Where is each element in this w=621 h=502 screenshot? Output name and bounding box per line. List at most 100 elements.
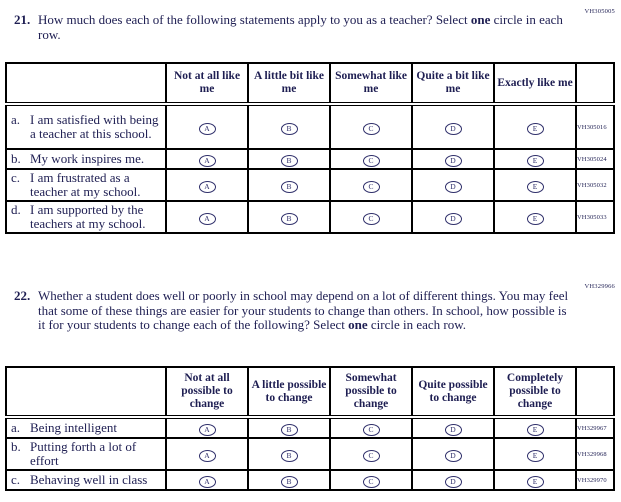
q22-header-quite-possible: Quite possible to change <box>411 366 495 419</box>
q21-row-b: b. My work inspires me. A B C D E VH30502… <box>5 148 615 170</box>
bubble-d[interactable]: D <box>444 123 462 135</box>
row-label: b. Putting forth a lot of effort <box>5 437 167 471</box>
variable-code: VH305032 <box>575 168 615 202</box>
q22-header-code-cell <box>575 366 615 419</box>
q21-header-code-cell <box>575 62 615 106</box>
bubble-a[interactable]: A <box>198 155 216 167</box>
row-statement: Being intelligent <box>30 420 118 435</box>
bubble-d[interactable]: D <box>444 155 462 167</box>
q21-header-exactly: Exactly like me <box>493 62 577 106</box>
q22-corner-cell <box>5 366 167 419</box>
row-letter: d. <box>11 202 21 217</box>
question-21-bold-word: one <box>470 12 491 27</box>
question-22-bold-word: one <box>348 317 368 332</box>
q22-header-a-little-possible: A little possible to change <box>247 366 331 419</box>
row-letter: b. <box>11 439 21 454</box>
row-letter: a. <box>11 112 21 127</box>
q21-header-not-at-all: Not at all like me <box>165 62 249 106</box>
bubble-a[interactable]: A <box>198 476 216 488</box>
question-21-accession-code: VH305005 <box>584 8 615 15</box>
bubble-b[interactable]: B <box>280 123 298 135</box>
question-22-text: Whether a student does well or poorly in… <box>38 288 574 333</box>
row-statement: Putting forth a lot of effort <box>30 439 137 468</box>
bubble-a[interactable]: A <box>198 424 216 436</box>
q21-header-somewhat: Somewhat like me <box>329 62 413 106</box>
row-label: b. My work inspires me. <box>5 148 167 170</box>
variable-code: VH305016 <box>575 103 615 150</box>
q21-header-row: Not at all like me A little bit like me … <box>5 62 615 106</box>
bubble-e[interactable]: E <box>526 424 544 436</box>
row-label: d. I am supported by the teachers at my s… <box>5 200 167 234</box>
bubble-d[interactable]: D <box>444 476 462 488</box>
bubble-e[interactable]: E <box>526 476 544 488</box>
q21-corner-cell <box>5 62 167 106</box>
row-letter: b. <box>11 151 21 166</box>
bubble-c[interactable]: C <box>362 424 380 436</box>
q21-row-d: d. I am supported by the teachers at my s… <box>5 200 615 234</box>
question-21-text-after: circle in each row. <box>38 12 563 42</box>
row-statement: I am supported by the teachers at my sch… <box>30 202 146 231</box>
question-22-text-after: circle in each row. <box>367 317 467 332</box>
bubble-e[interactable]: E <box>526 155 544 167</box>
bubble-a[interactable]: A <box>198 181 216 193</box>
bubble-b[interactable]: B <box>280 213 298 225</box>
question-21-text-before: How much does each of the following stat… <box>38 12 471 27</box>
q21-row-c: c. I am frustrated as a teacher at my sch… <box>5 168 615 202</box>
question-22-table: Not at all possible to change A little p… <box>5 366 615 491</box>
bubble-b[interactable]: B <box>280 476 298 488</box>
bubble-d[interactable]: D <box>444 181 462 193</box>
bubble-c[interactable]: C <box>362 213 380 225</box>
bubble-c[interactable]: C <box>362 181 380 193</box>
row-statement: Behaving well in class <box>30 472 148 487</box>
bubble-b[interactable]: B <box>280 424 298 436</box>
row-letter: c. <box>11 472 21 487</box>
variable-code: VH305024 <box>575 148 615 170</box>
question-22-text-before: Whether a student does well or poorly in… <box>38 288 569 332</box>
row-label: a. Being intelligent <box>5 416 167 439</box>
bubble-d[interactable]: D <box>444 424 462 436</box>
bubble-a[interactable]: A <box>198 213 216 225</box>
q22-header-completely-possible: Completely possible to change <box>493 366 577 419</box>
row-label: a. I am satisfied with being a teacher at… <box>5 103 167 150</box>
q21-header-quite-a-bit: Quite a bit like me <box>411 62 495 106</box>
bubble-a[interactable]: A <box>198 450 216 462</box>
bubble-c[interactable]: C <box>362 155 380 167</box>
q21-row-a: a. I am satisfied with being a teacher at… <box>5 103 615 150</box>
q22-row-b: b. Putting forth a lot of effort A B C D … <box>5 437 615 471</box>
row-label: c. I am frustrated as a teacher at my sch… <box>5 168 167 202</box>
row-statement: My work inspires me. <box>30 151 145 166</box>
bubble-d[interactable]: D <box>444 450 462 462</box>
row-statement: I am satisfied with being a teacher at t… <box>30 112 159 141</box>
bubble-c[interactable]: C <box>362 123 380 135</box>
bubble-b[interactable]: B <box>280 450 298 462</box>
variable-code: VH329968 <box>575 437 615 471</box>
question-22: 22. Whether a student does well or poorl… <box>14 288 574 333</box>
row-label: c. Behaving well in class <box>5 469 167 491</box>
bubble-e[interactable]: E <box>526 450 544 462</box>
row-letter: c. <box>11 170 21 185</box>
bubble-d[interactable]: D <box>444 213 462 225</box>
question-21-number: 21. <box>14 12 31 27</box>
question-21-table: Not at all like me A little bit like me … <box>5 62 615 234</box>
variable-code: VH305033 <box>575 200 615 234</box>
q22-header-row: Not at all possible to change A little p… <box>5 366 615 419</box>
q22-row-c: c. Behaving well in class A B C D E VH329… <box>5 469 615 491</box>
question-22-accession-code: VH329966 <box>584 283 615 290</box>
bubble-c[interactable]: C <box>362 476 380 488</box>
variable-code: VH329970 <box>575 469 615 491</box>
bubble-b[interactable]: B <box>280 181 298 193</box>
row-statement: I am frustrated as a teacher at my schoo… <box>30 170 141 199</box>
q22-header-not-at-all-possible: Not at all possible to change <box>165 366 249 419</box>
bubble-e[interactable]: E <box>526 213 544 225</box>
variable-code: VH329967 <box>575 416 615 439</box>
question-21-text: How much does each of the following stat… <box>38 12 574 42</box>
bubble-e[interactable]: E <box>526 181 544 193</box>
q22-header-somewhat-possible: Somewhat possible to change <box>329 366 413 419</box>
row-letter: a. <box>11 420 21 435</box>
question-22-number: 22. <box>14 288 31 303</box>
bubble-c[interactable]: C <box>362 450 380 462</box>
bubble-a[interactable]: A <box>198 123 216 135</box>
bubble-e[interactable]: E <box>526 123 544 135</box>
bubble-b[interactable]: B <box>280 155 298 167</box>
